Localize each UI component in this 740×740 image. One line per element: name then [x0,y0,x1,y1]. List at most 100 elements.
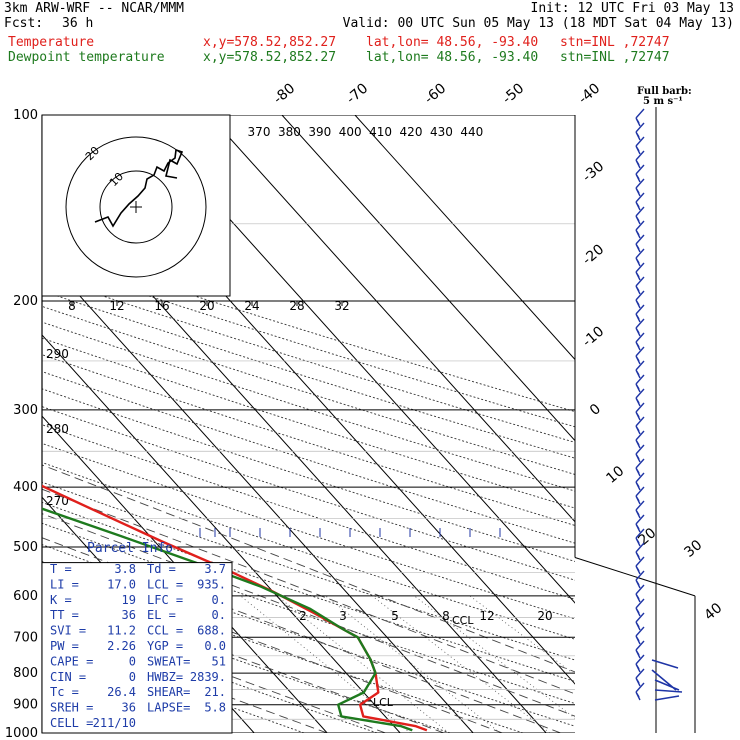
level-ticks [199,528,501,537]
wind-barb [635,150,645,169]
wind-barb-shape [635,612,645,631]
pressure-tick-label: 100 [13,108,38,123]
wind-barb [635,514,645,533]
theta-top-label: 410 [369,125,392,139]
wind-barb [635,612,645,631]
temperature-tick-label: -20 [580,241,608,268]
parcel-param-value: 935. [197,577,226,591]
wind-barb [635,584,645,603]
wind-speed-tick-label: 12 [109,299,124,313]
wind-barb [635,388,645,407]
wind-barb-shape [635,486,645,505]
wind-speed-tick-label: 8 [68,299,76,313]
wind-barb-shape [635,234,645,253]
parcel-param-value: 5.8 [204,701,226,715]
temperature-tick-label: -60 [422,80,450,107]
wind-barb-shape [635,682,645,701]
pressure-tick-label: 500 [13,540,38,555]
wind-barb-shape [635,206,645,225]
wind-barb [635,332,645,351]
wind-barb [635,318,645,337]
pressure-tick-label: 1000 [5,726,38,740]
parcel-param-label: CIN = [50,670,86,684]
parcel-param-value: 36 [122,608,136,622]
hodograph-trace [94,148,184,228]
theta-left-label: 280 [46,422,69,436]
parcel-param-label: CCL = [147,624,183,638]
pressure-tick-label: 800 [13,666,38,681]
parcel-param-label: YGP = [147,639,183,653]
wind-barb-shape [635,542,645,561]
wind-speed-tick-label: 20 [199,299,214,313]
mixing-ratio-label: 3 [339,609,347,623]
wind-barb-shape [635,598,645,617]
parcel-param-label: K = [50,593,72,607]
mixing-ratio-line [469,595,575,676]
wind-barb-shape [635,388,645,407]
parcel-param-label: TT = [50,608,79,622]
wind-barb-shape [635,164,645,183]
wind-barb-shape [635,640,645,659]
temperature-tick-label: -30 [580,158,608,185]
parcel-param-value: 0 [129,670,136,684]
hodograph-ring-outer [65,136,207,278]
parcel-param-value: 3.8 [114,562,136,576]
temperature-tick-label: 0 [587,401,604,419]
temperature-tick-label: -10 [580,323,608,350]
wind-barb-shape [635,346,645,365]
parcel-param-value: 51 [212,654,226,668]
wind-barb [635,640,645,659]
hodograph-ring-inner [99,170,173,244]
wind-barb [635,654,645,673]
wind-barb-shape [635,458,645,477]
wind-barb-shape [635,262,645,281]
wind-barb-shape [635,290,645,309]
temperature-station: stn=INL ,72747 [560,35,670,50]
isotherm-line [354,115,575,361]
theta-top-label: 400 [339,125,362,139]
model-title: 3km ARW-WRF -- NCAR/MMM [4,1,185,16]
dewpoint-xy: x,y=578.52,852.27 [203,50,337,65]
wind-speed-tick-label: 24 [244,299,259,313]
wind-barb [635,164,645,183]
mixing-ratio-label: 5 [391,609,399,623]
wind-barb-shape [635,584,645,603]
wind-barb [635,668,645,687]
theta-top-label: 380 [278,125,301,139]
wind-barb [635,472,645,491]
wind-barb-shape [635,668,645,687]
lower-wind-barbs [651,659,683,701]
mixing-ratio-line [325,595,501,733]
wind-speed-tick-label: 32 [334,299,349,313]
wind-barb-shape [635,430,645,449]
full-barb-note-unit: 5 m s⁻¹ [643,96,683,107]
wind-barb-shape [635,514,645,533]
pressure-tick-label: 400 [13,480,38,495]
wind-barb [635,402,645,421]
temperature-tick-label: -50 [500,80,528,107]
parcel-param-value: 19 [122,593,136,607]
wind-barb-shape [635,220,645,239]
isotherm-line [281,115,575,442]
wind-barb-shape [635,500,645,519]
parcel-param-label: SHEAR= [147,685,190,699]
temperature-tick-label: 10 [603,463,627,487]
parcel-param-value: 0. [212,593,226,607]
temperature-legend-label: Temperature [8,35,95,50]
wind-barb [635,528,645,547]
temperature-tick-label: -80 [271,80,299,107]
wind-barb [635,458,645,477]
wind-barb [635,122,645,141]
parcel-param-label: LI = [50,577,79,591]
wind-barb-shape [635,122,645,141]
mixing-ratio-line [414,595,575,719]
wind-barb-shape [635,626,645,645]
forecast-hours: 36 h [62,16,94,31]
wind-barb [635,248,645,267]
isotherm-line [42,253,474,733]
parcel-info-title: Parcel Info [87,541,173,556]
dewpoint-profile-line [42,507,413,732]
theta-top-label: 390 [308,125,331,139]
temperature-latlon: lat,lon= 48.56, -93.40 [366,35,539,50]
parcel-param-label: CELL = [50,716,93,730]
